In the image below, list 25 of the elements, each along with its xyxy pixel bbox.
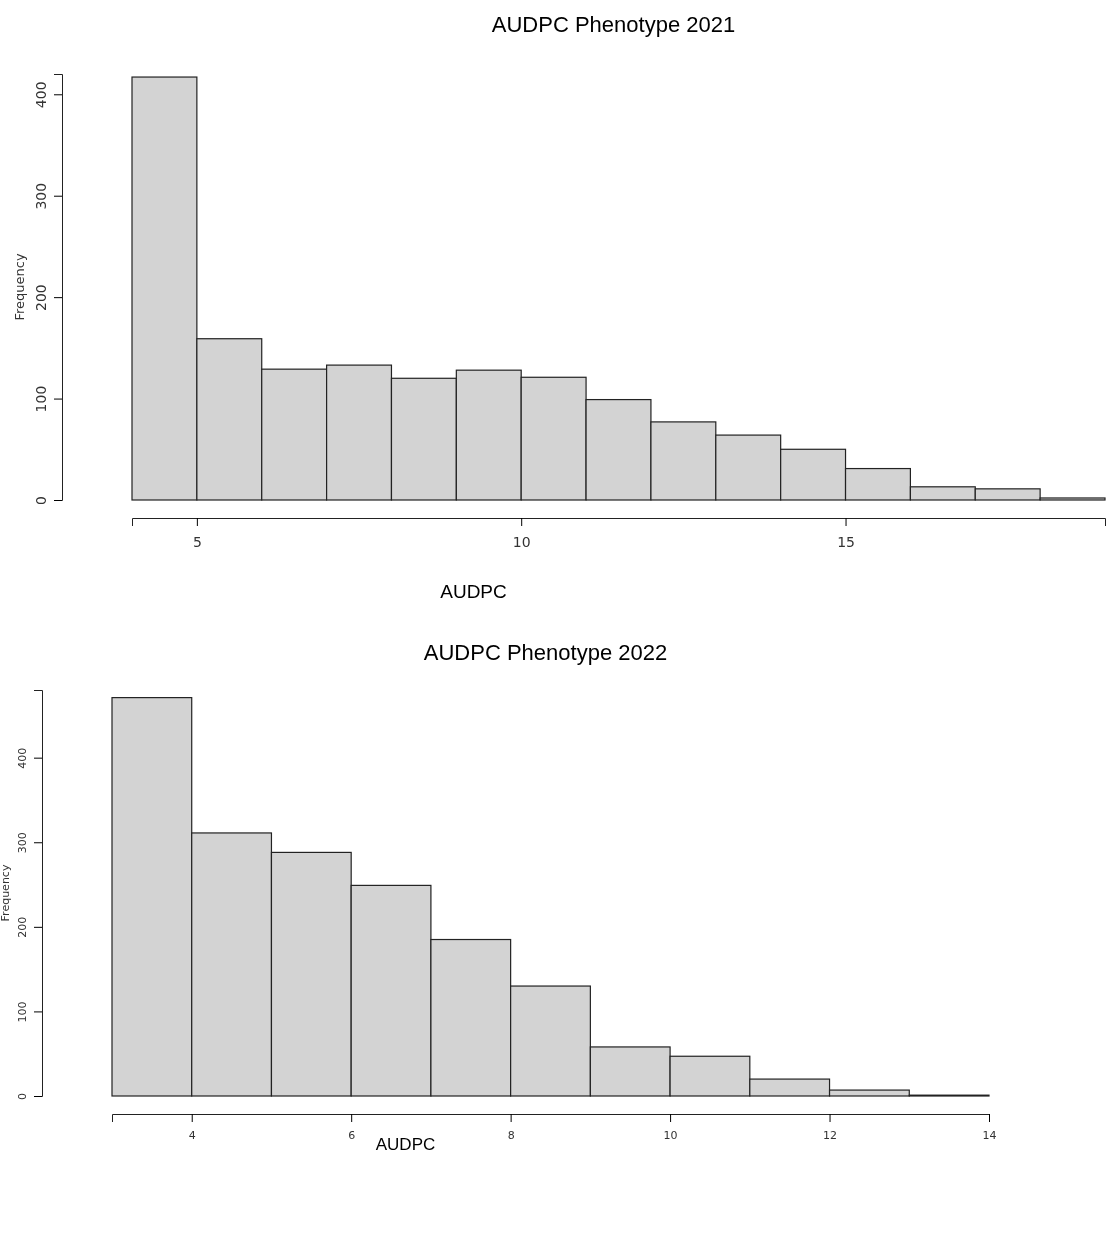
y-tick-label: 200	[16, 916, 29, 938]
y-tick-label: 0	[16, 1093, 29, 1100]
y-tick-label: 100	[33, 385, 49, 413]
y-tick-label: 200	[33, 284, 49, 312]
y-axis-title: Frequency	[0, 864, 12, 922]
y-tick-label: 0	[33, 496, 49, 505]
x-tick-label: 6	[348, 1129, 356, 1143]
x-tick-label: 8	[507, 1129, 515, 1143]
x-axis-title: AUDPC	[375, 1135, 436, 1154]
x-tick-label: 14	[982, 1129, 997, 1143]
y-axis-title: Frequency	[12, 253, 27, 321]
x-axis-title: AUDPC	[440, 581, 507, 602]
x-tick-label: 15	[837, 534, 855, 551]
y-tick-label: 300	[16, 832, 29, 854]
y-tick-label: 100	[16, 1001, 29, 1023]
x-tick-label: 12	[823, 1129, 838, 1143]
x-tick-label: 10	[512, 534, 531, 551]
x-tick-label: 5	[192, 534, 202, 551]
y-tick-label: 300	[33, 182, 49, 210]
chart-title: AUDPC Phenotype 2021	[491, 12, 736, 37]
x-tick-label: 10	[663, 1129, 678, 1143]
y-tick-label: 400	[16, 747, 29, 769]
y-tick-label: 400	[33, 81, 49, 109]
x-tick-label: 4	[188, 1129, 196, 1143]
chart-title: AUDPC Phenotype 2022	[423, 640, 668, 665]
